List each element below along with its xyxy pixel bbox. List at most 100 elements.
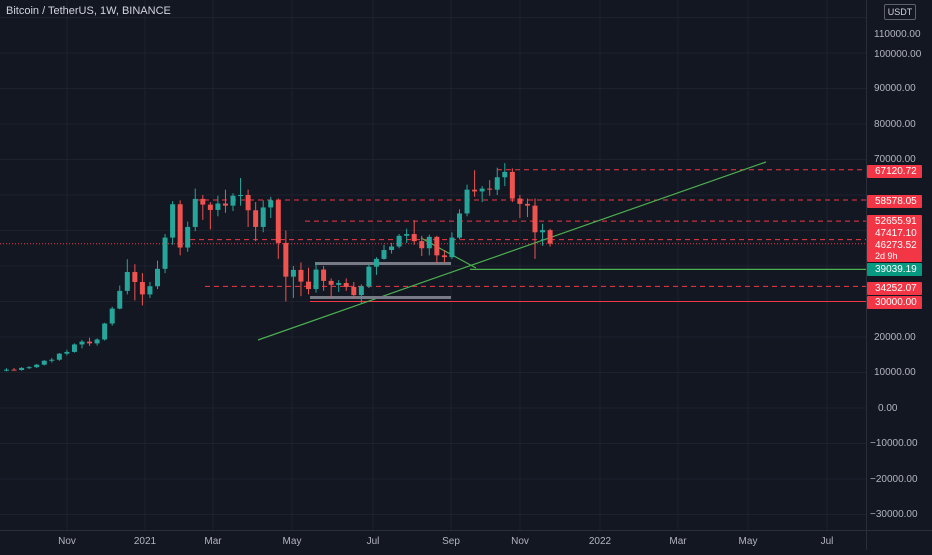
candle-body <box>517 198 523 204</box>
time-axis-label: Nov <box>511 536 529 547</box>
time-axis-label: Sep <box>442 536 460 547</box>
candle-body <box>170 204 176 238</box>
price-axis-label: 70000.00 <box>874 154 916 165</box>
candle-body <box>494 177 500 190</box>
time-axis-label: May <box>738 536 758 547</box>
candle-body <box>298 269 304 282</box>
last-price-tag[interactable]: 46273.52 <box>867 239 922 252</box>
candle-body <box>230 195 236 206</box>
price-tag-58578[interactable]: 58578.05 <box>867 195 922 208</box>
candle-body <box>253 210 259 227</box>
candle-body <box>321 269 327 281</box>
candle-body <box>472 189 478 192</box>
candle-body <box>306 281 311 290</box>
candle-body <box>487 188 493 190</box>
candle-body <box>132 272 138 282</box>
candle-body <box>26 367 32 369</box>
candle-body <box>147 286 153 295</box>
range-box-bottom <box>310 296 451 299</box>
candle-body <box>4 369 9 371</box>
candle-body <box>268 200 274 208</box>
candle-body <box>71 344 77 352</box>
candle-body <box>155 268 160 287</box>
candle-body <box>358 286 364 296</box>
candle-body <box>389 246 395 251</box>
price-axis-label: 20000.00 <box>874 332 916 343</box>
currency-badge[interactable]: USDT <box>884 4 916 20</box>
candle-body <box>94 339 100 344</box>
candle-body <box>457 213 462 238</box>
candle-body <box>426 236 432 249</box>
range-box-top <box>315 262 451 265</box>
candle-body <box>351 286 357 296</box>
price-axis-label: −20000.00 <box>870 474 918 485</box>
candle-body <box>547 230 553 244</box>
candle-body <box>177 204 183 248</box>
candle-body <box>434 236 440 256</box>
candle-body <box>109 308 115 324</box>
candle-body <box>124 272 130 291</box>
time-axis-label: Jul <box>820 536 834 547</box>
price-tag-34252[interactable]: 34252.07 <box>867 282 922 295</box>
ascending-trendline <box>257 161 767 341</box>
candle-body <box>336 283 342 285</box>
candle-body <box>419 241 425 249</box>
candle-body <box>207 204 213 210</box>
candle-body <box>260 207 266 227</box>
candle-body <box>56 353 62 360</box>
candle-body <box>502 171 508 178</box>
time-axis-label: Mar <box>204 536 222 547</box>
candle-body <box>19 367 25 371</box>
candle-body <box>245 195 251 211</box>
candle-body <box>479 188 485 192</box>
candle-body <box>343 283 349 287</box>
price-tag-30000[interactable]: 30000.00 <box>867 296 922 309</box>
price-axis-label: 90000.00 <box>874 83 916 94</box>
candle-body <box>49 359 55 361</box>
candle-body <box>540 230 546 233</box>
candle-body <box>200 198 206 205</box>
candle-body <box>162 237 168 269</box>
candle-body <box>396 235 402 247</box>
candle-body <box>192 198 198 227</box>
candle-body <box>524 203 530 206</box>
price-axis-label: 10000.00 <box>874 367 916 378</box>
candle-body <box>11 369 17 371</box>
candle-body <box>441 255 447 258</box>
price-tag-39039[interactable]: 39039.19 <box>867 263 922 276</box>
candle-body <box>366 266 372 287</box>
bar-countdown: 2d 9h <box>867 251 922 262</box>
price-tag-67120[interactable]: 67120.72 <box>867 165 922 178</box>
symbol-title: Bitcoin / TetherUS, 1W, BINANCE <box>6 5 171 17</box>
time-axis-label: 2021 <box>133 536 157 547</box>
candle-body <box>238 195 244 196</box>
time-axis-label: May <box>282 536 302 547</box>
candle-body <box>139 281 145 295</box>
candle-body <box>313 269 319 290</box>
candle-body <box>404 234 410 236</box>
candle-body <box>464 189 470 214</box>
candle-body <box>381 250 387 259</box>
candle-body <box>283 242 289 277</box>
time-axis-label: Nov <box>58 536 76 547</box>
candle-body <box>215 203 221 210</box>
price-tag-47417[interactable]: 47417.10 <box>867 227 922 240</box>
price-axis-label: 80000.00 <box>874 119 916 130</box>
candle-body <box>449 237 455 258</box>
candle-body <box>509 171 515 199</box>
time-axis-label: Jul <box>366 536 380 547</box>
price-axis-label: −30000.00 <box>870 509 918 520</box>
price-axis-label: 100000.00 <box>874 49 922 60</box>
candle-body <box>373 258 379 267</box>
candle-body <box>290 269 296 277</box>
candle-body <box>532 205 538 233</box>
candle-body <box>41 360 47 365</box>
price-axis-label: −10000.00 <box>870 438 918 449</box>
time-axis-label: Mar <box>669 536 687 547</box>
price-axis-label: 110000.00 <box>874 29 921 40</box>
price-tag-52655[interactable]: 52655.91 <box>867 215 922 228</box>
candle-body <box>411 234 417 242</box>
candle-body <box>102 323 108 340</box>
